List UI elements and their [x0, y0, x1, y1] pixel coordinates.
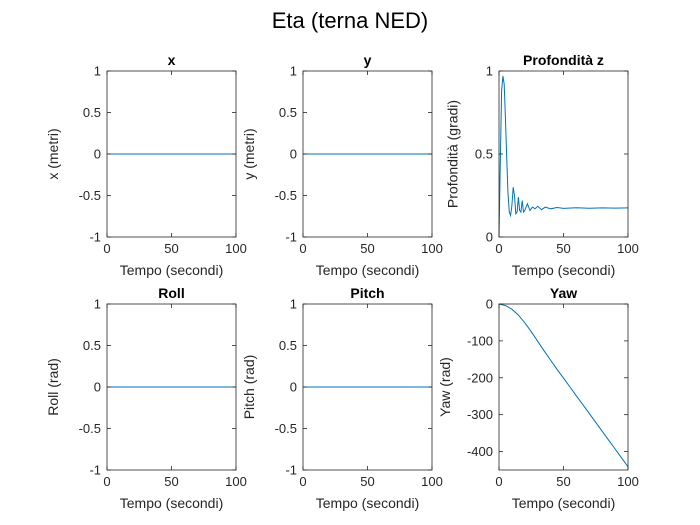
- y-axis-label: x (metri): [45, 128, 61, 179]
- subplot-title: x: [168, 52, 176, 68]
- y-tick-label: 1: [94, 297, 101, 312]
- plot-area: [499, 304, 628, 470]
- y-axis-label: Pitch (rad): [241, 355, 257, 420]
- x-tick-label: 100: [225, 474, 247, 489]
- y-tick-label: 0.5: [279, 338, 297, 353]
- y-tick-label: -0.5: [275, 188, 297, 203]
- x-tick-label: 50: [556, 241, 570, 256]
- x-tick-label: 50: [360, 241, 374, 256]
- x-tick-label: 0: [495, 241, 502, 256]
- y-tick-label: -1: [89, 230, 101, 245]
- x-tick-label: 50: [164, 241, 178, 256]
- y-tick-label: -0.5: [79, 421, 101, 436]
- x-axis-label: Tempo (secondi): [120, 262, 224, 278]
- y-tick-label: 0.5: [83, 105, 101, 120]
- subplot-title: y: [364, 52, 372, 68]
- y-axis-label: Profondità (gradi): [444, 100, 460, 208]
- y-tick-label: 0.5: [83, 338, 101, 353]
- y-axis-label: Roll (rad): [45, 358, 61, 416]
- subplot-title: Yaw: [550, 285, 577, 301]
- subplot-2: 0 50 100 -1 -0.5 0 0.5 1 y Tempo (secondi) y (metr…: [241, 52, 443, 278]
- y-tick-label: -0.5: [79, 188, 101, 203]
- y-tick-label: -300: [467, 407, 493, 422]
- y-tick-label: -1: [89, 463, 101, 478]
- x-tick-label: 100: [617, 474, 639, 489]
- y-tick-label: 1: [290, 64, 297, 79]
- subplot-4: 0 50 100 -1 -0.5 0 0.5 1 Roll Tempo (secondi) Roll…: [45, 285, 247, 511]
- y-tick-label: -1: [285, 463, 297, 478]
- y-tick-label: 0.5: [279, 105, 297, 120]
- x-tick-label: 0: [299, 241, 306, 256]
- x-tick-label: 0: [103, 241, 110, 256]
- y-tick-label: 0: [94, 380, 101, 395]
- y-tick-label: 1: [94, 64, 101, 79]
- subplot-1: 0 50 100 -1 -0.5 0 0.5 1 x Tempo (secondi) x (metr…: [45, 52, 247, 278]
- x-tick-label: 100: [421, 474, 443, 489]
- x-tick-label: 50: [360, 474, 374, 489]
- y-tick-label: 0: [486, 297, 493, 312]
- subplot-title: Pitch: [350, 285, 384, 301]
- x-axis-label: Tempo (secondi): [512, 495, 616, 511]
- y-tick-label: 0: [94, 147, 101, 162]
- subplot-3: 0 50 100 0 0.5 1 Profondità z Tempo (secondi) Pr…: [444, 52, 638, 278]
- x-axis-label: Tempo (secondi): [316, 495, 420, 511]
- plot-area: [499, 71, 628, 237]
- figure-title: Eta (terna NED): [271, 8, 429, 33]
- x-tick-label: 0: [299, 474, 306, 489]
- subplot-title: Roll: [158, 285, 184, 301]
- y-tick-label: 0: [290, 147, 297, 162]
- series-line: [498, 75, 629, 238]
- y-tick-label: 0: [486, 230, 493, 245]
- y-tick-label: -100: [467, 333, 493, 348]
- subplot-title: Profondità z: [523, 52, 604, 68]
- x-axis-label: Tempo (secondi): [512, 262, 616, 278]
- y-tick-label: -200: [467, 370, 493, 385]
- y-tick-label: 1: [290, 297, 297, 312]
- subplot-5: 0 50 100 -1 -0.5 0 0.5 1 Pitch Tempo (secondi) Pit…: [241, 285, 443, 511]
- x-tick-label: 0: [103, 474, 110, 489]
- y-tick-label: 0: [290, 380, 297, 395]
- x-axis-label: Tempo (secondi): [316, 262, 420, 278]
- series-line: [498, 303, 629, 467]
- y-tick-label: -400: [467, 444, 493, 459]
- x-tick-label: 100: [225, 241, 247, 256]
- y-tick-label: 0.5: [475, 147, 493, 162]
- y-axis-label: y (metri): [241, 128, 257, 179]
- y-tick-label: -1: [285, 230, 297, 245]
- x-axis-label: Tempo (secondi): [120, 495, 224, 511]
- y-tick-label: -0.5: [275, 421, 297, 436]
- x-tick-label: 50: [164, 474, 178, 489]
- x-tick-label: 0: [495, 474, 502, 489]
- y-axis-label: Yaw (rad): [437, 357, 453, 417]
- y-tick-label: 1: [486, 64, 493, 79]
- x-tick-label: 100: [617, 241, 639, 256]
- subplot-6: 0 50 100 -400 -300 -200 -100 0 Yaw Tempo (secondi…: [437, 285, 639, 511]
- x-tick-label: 50: [556, 474, 570, 489]
- x-tick-label: 100: [421, 241, 443, 256]
